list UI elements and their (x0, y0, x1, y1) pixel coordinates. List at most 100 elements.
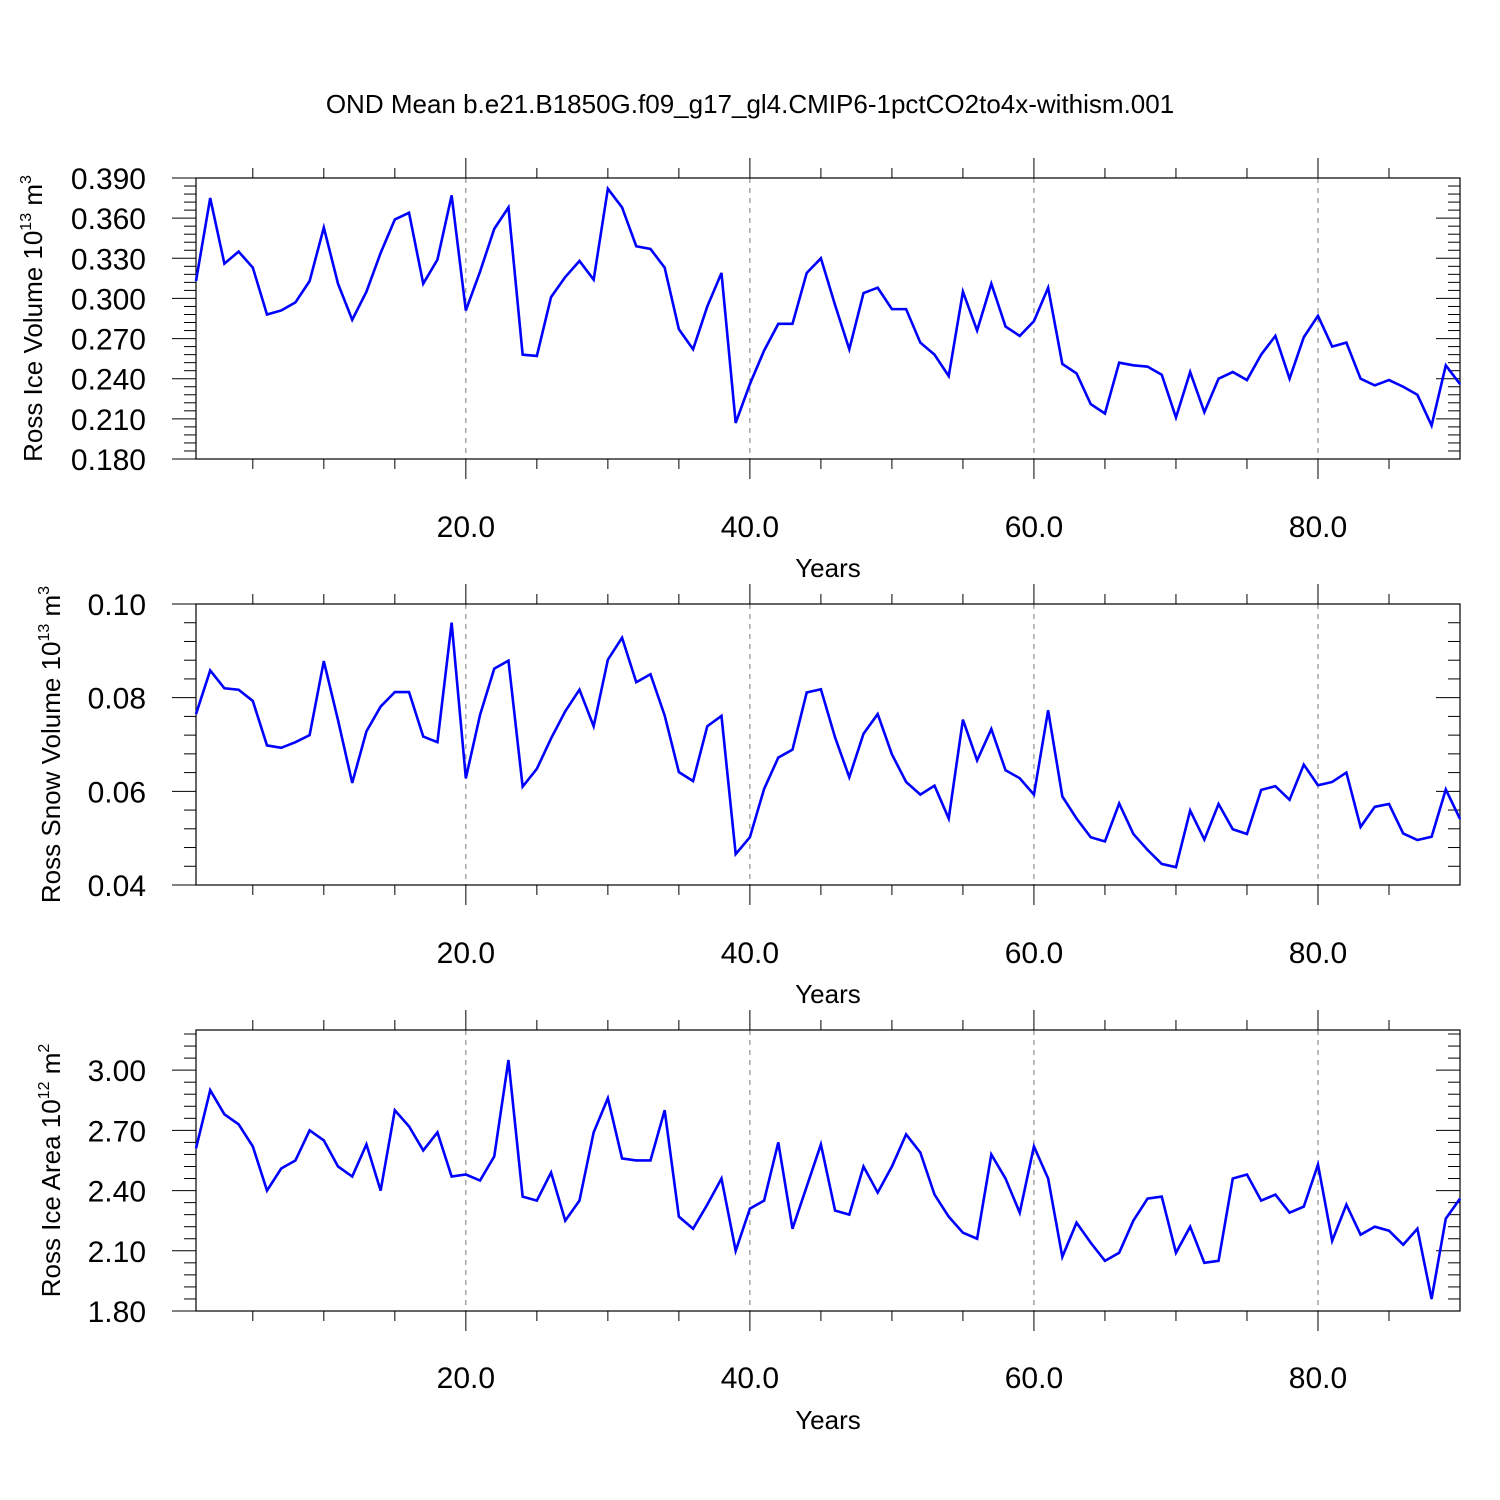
data-point (394, 218, 396, 220)
data-point (1189, 1226, 1191, 1228)
data-point (337, 283, 339, 285)
data-point (990, 283, 992, 285)
data-point (919, 342, 921, 344)
data-point (948, 375, 950, 377)
data-point (493, 668, 495, 670)
y-tick-label: 2.10 (88, 1236, 146, 1269)
data-point (635, 1159, 637, 1161)
data-point (479, 1180, 481, 1182)
panels: 0.180 0.210 0.240 0.270 0.300 0.330 0.360 0.390… (18, 158, 1462, 1435)
data-point (507, 1059, 509, 1061)
data-point (678, 771, 680, 773)
data-point (522, 354, 524, 356)
figure-title: OND Mean b.e21.B1850G.f09_g17_gl4.CMIP6-… (326, 89, 1174, 119)
data-point (692, 780, 694, 782)
data-point (1402, 386, 1404, 388)
data-point (863, 292, 865, 294)
data-point (1047, 709, 1049, 711)
data-point (1076, 372, 1078, 374)
panel-2: 0.04 0.06 0.08 0.10 20.0 40.0 60.0 80.0 Years Ros… (36, 584, 1462, 1009)
data-point (1175, 1252, 1177, 1254)
data-point (877, 713, 879, 715)
data-point (720, 715, 722, 717)
data-point (1388, 803, 1390, 805)
data-point (266, 744, 268, 746)
data-point (380, 252, 382, 254)
y-tick-label: 0.360 (71, 203, 146, 236)
data-point (195, 1147, 197, 1149)
data-point (1246, 379, 1248, 381)
data-point (223, 263, 225, 265)
data-point (593, 725, 595, 727)
data-point (1260, 789, 1262, 791)
y-tick-label: 3.00 (88, 1055, 146, 1088)
data-point (1374, 1226, 1376, 1228)
y-axis-label: Ross Snow Volume 1013 m3 (36, 586, 66, 903)
data-point (294, 1159, 296, 1161)
y-tick-label: 1.80 (88, 1296, 146, 1329)
data-point (1218, 1260, 1220, 1262)
data-point (223, 687, 225, 689)
data-point (990, 1153, 992, 1155)
x-tick-label: 80.0 (1289, 1362, 1347, 1395)
data-point (465, 777, 467, 779)
data-point (252, 267, 254, 269)
x-tick-label: 40.0 (721, 937, 779, 970)
data-point (578, 260, 580, 262)
data-point (195, 713, 197, 715)
data-point (465, 1174, 467, 1176)
data-point (621, 206, 623, 208)
data-point (1189, 810, 1191, 812)
x-axis-label: Years (795, 979, 861, 1009)
data-point (664, 714, 666, 716)
data-point (209, 670, 211, 672)
data-point (1246, 833, 1248, 835)
data-point (1260, 354, 1262, 356)
data-point (1005, 326, 1007, 328)
data-point (1033, 1145, 1035, 1147)
data-point (919, 794, 921, 796)
data-point (678, 1216, 680, 1218)
data-point (1005, 769, 1007, 771)
data-point (720, 1178, 722, 1180)
data-point (1303, 764, 1305, 766)
y-tick-label: 0.240 (71, 364, 146, 397)
data-point (564, 276, 566, 278)
data-point (1218, 378, 1220, 380)
data-point (1445, 364, 1447, 366)
data-point (436, 1131, 438, 1133)
data-point (820, 688, 822, 690)
data-point (1175, 417, 1177, 419)
data-point (1331, 781, 1333, 783)
data-point (280, 747, 282, 749)
data-point (649, 248, 651, 250)
data-point (1317, 784, 1319, 786)
data-point (536, 1200, 538, 1202)
data-point (692, 1228, 694, 1230)
data-point (593, 279, 595, 281)
y-tick-label: 0.04 (88, 870, 146, 903)
data-point (1203, 1262, 1205, 1264)
data-point (1431, 1298, 1433, 1300)
y-tick-label: 2.70 (88, 1115, 146, 1148)
data-point (763, 788, 765, 790)
data-point (791, 323, 793, 325)
data-point (962, 291, 964, 293)
data-point (1303, 336, 1305, 338)
data-point (1076, 1222, 1078, 1224)
data-point (1218, 803, 1220, 805)
data-point (195, 280, 197, 282)
data-point (1061, 795, 1063, 797)
data-point (777, 757, 779, 759)
data-point (1274, 1194, 1276, 1196)
y-tick-label: 0.270 (71, 324, 146, 357)
data-point (1118, 1252, 1120, 1254)
y-tick-label: 0.210 (71, 404, 146, 437)
data-point (493, 228, 495, 230)
data-point (1147, 1198, 1149, 1200)
data-point (1416, 394, 1418, 396)
data-point (990, 728, 992, 730)
data-point (1189, 371, 1191, 373)
data-point (351, 319, 353, 321)
